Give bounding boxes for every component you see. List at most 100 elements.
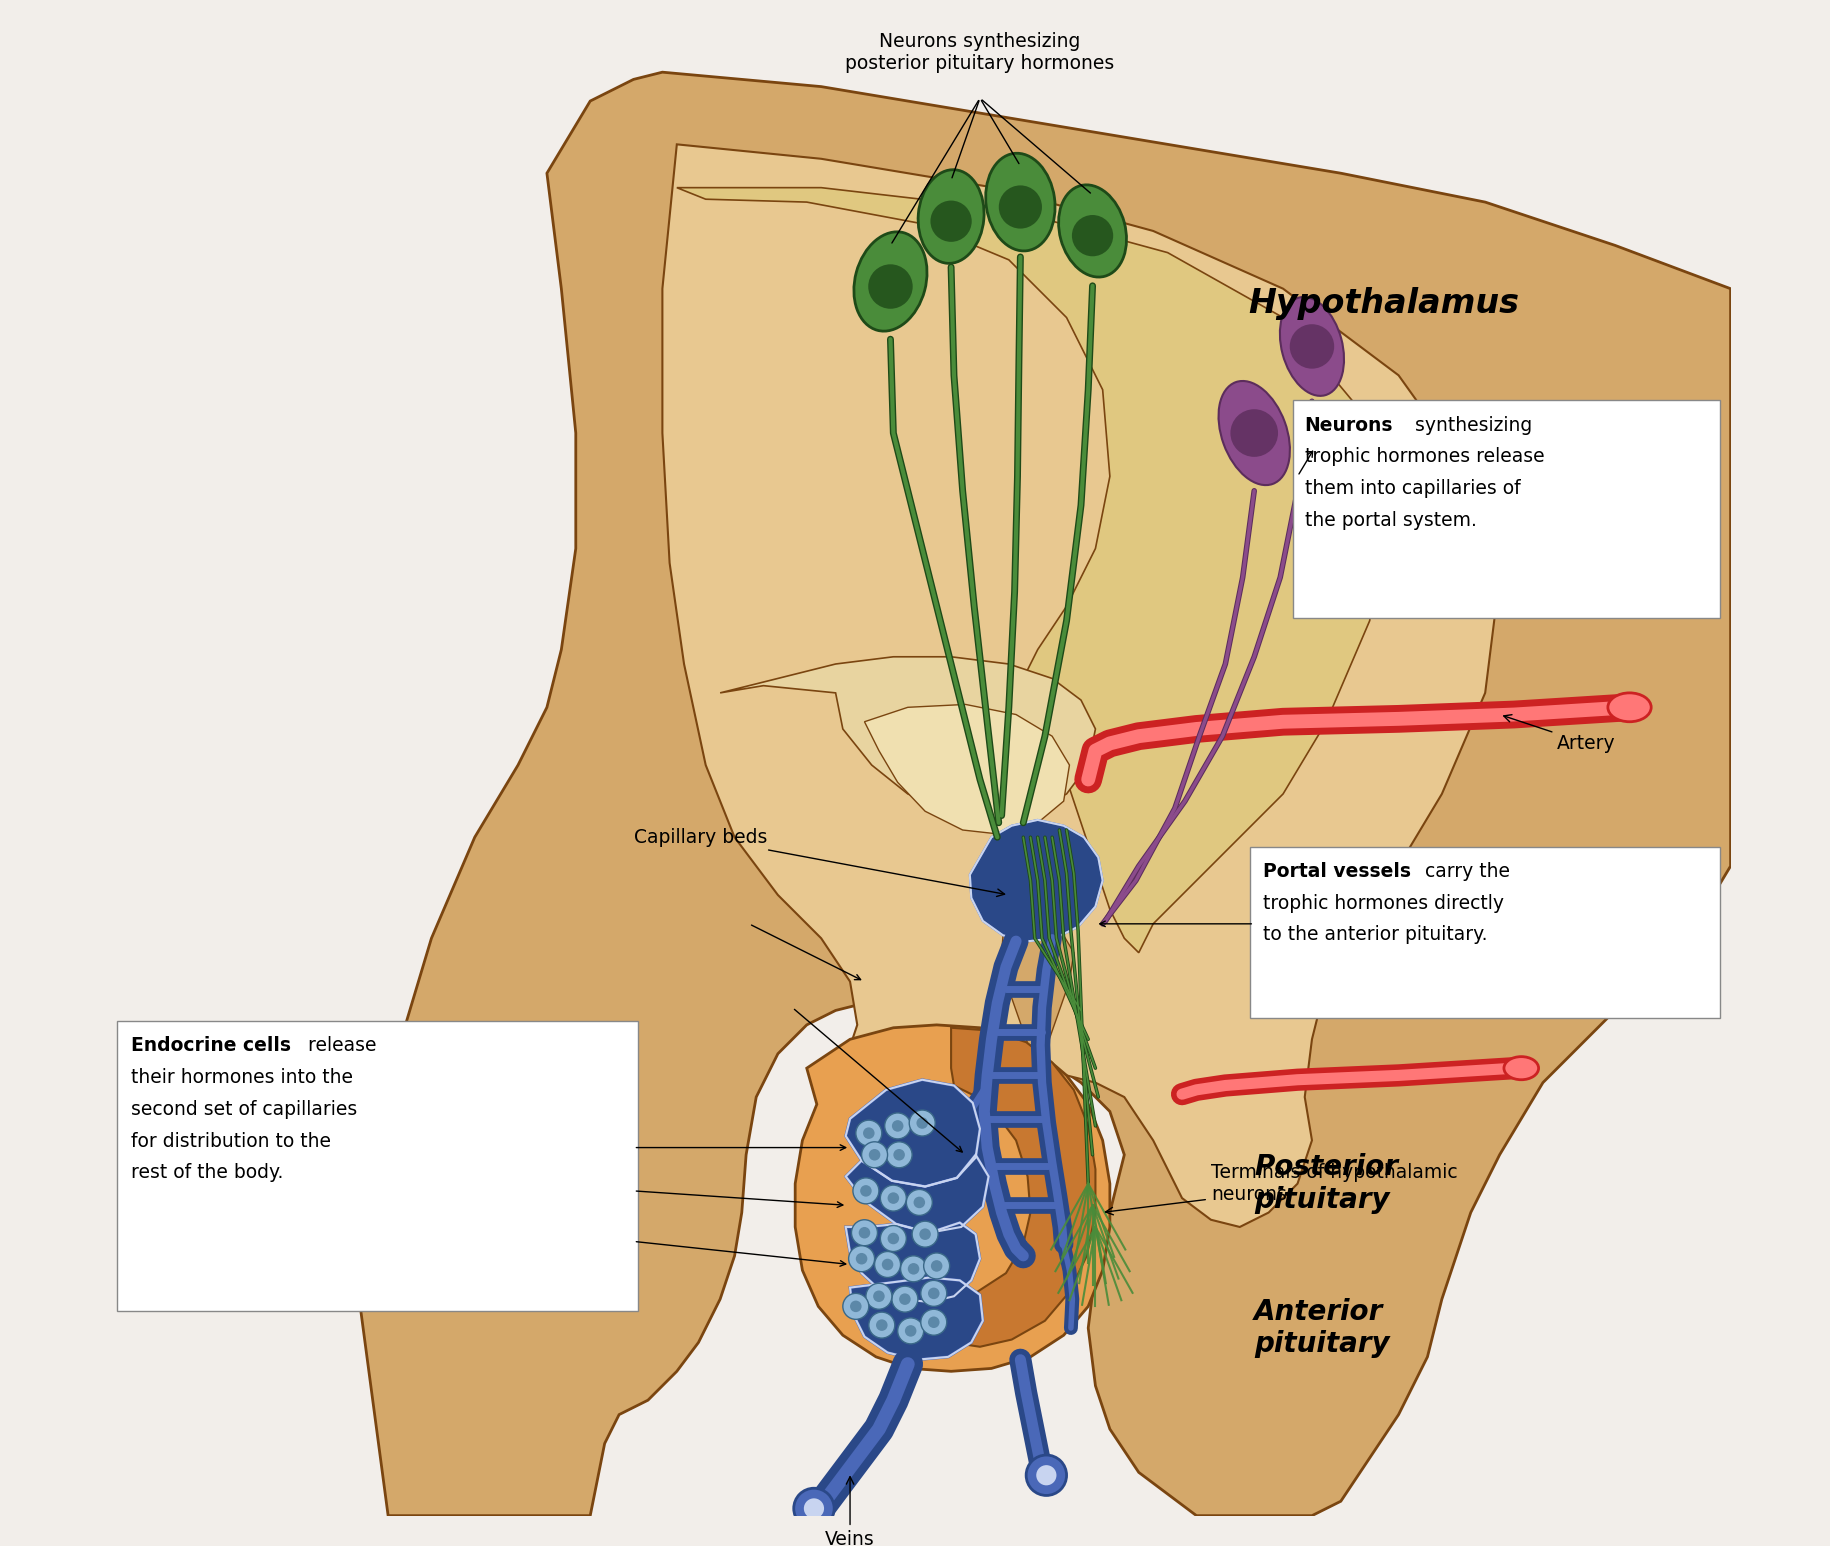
Text: release: release [302,1036,375,1056]
Circle shape [888,1232,899,1245]
Text: Hypothalamus: Hypothalamus [1248,286,1519,320]
Polygon shape [845,1155,988,1232]
Circle shape [873,1291,884,1302]
Circle shape [867,264,913,309]
Ellipse shape [1058,186,1127,277]
Circle shape [1027,1455,1067,1495]
Ellipse shape [855,232,928,331]
Circle shape [900,1255,926,1282]
Circle shape [1230,410,1277,458]
Circle shape [928,1317,939,1328]
Polygon shape [796,1025,1109,1371]
Circle shape [882,1258,893,1271]
Circle shape [860,1186,871,1197]
Circle shape [920,1309,946,1336]
Circle shape [877,1319,888,1331]
Circle shape [1036,1466,1056,1486]
Polygon shape [1001,925,1074,1068]
Circle shape [880,1186,906,1211]
FancyBboxPatch shape [1294,400,1720,618]
Circle shape [869,1149,880,1161]
Circle shape [899,1294,911,1305]
Text: carry the: carry the [1418,861,1510,881]
Text: trophic hormones directly: trophic hormones directly [1263,894,1504,912]
Circle shape [888,1192,899,1204]
Circle shape [794,1489,834,1529]
Circle shape [908,1263,919,1274]
Text: synthesizing: synthesizing [1409,416,1532,434]
Text: Neurons: Neurons [1305,416,1393,434]
Circle shape [1290,325,1334,368]
Ellipse shape [919,170,985,263]
Text: Neurons synthesizing
posterior pituitary hormones: Neurons synthesizing posterior pituitary… [845,32,1114,73]
Circle shape [891,1286,919,1313]
Text: to the anterior pituitary.: to the anterior pituitary. [1263,925,1488,945]
Ellipse shape [1279,297,1343,396]
Circle shape [899,1317,924,1343]
Text: their hormones into the: their hormones into the [132,1068,353,1087]
Polygon shape [864,705,1069,835]
Circle shape [856,1121,882,1146]
Ellipse shape [1609,693,1651,722]
Circle shape [891,1121,904,1132]
Circle shape [911,1221,939,1248]
Circle shape [869,1313,895,1339]
Circle shape [856,1252,867,1265]
Polygon shape [359,73,1731,1515]
Circle shape [851,1220,877,1246]
Text: Veins: Veins [825,1476,875,1546]
Text: Terminals of hypothalamic
neurons: Terminals of hypothalamic neurons [1105,1163,1457,1215]
Circle shape [858,1228,871,1238]
Circle shape [844,1294,869,1319]
Polygon shape [845,1223,979,1302]
Circle shape [875,1252,900,1277]
Text: second set of capillaries: second set of capillaries [132,1099,357,1119]
Circle shape [803,1498,824,1518]
Text: Posterior
pituitary: Posterior pituitary [1254,1153,1398,1214]
Circle shape [886,1142,911,1167]
Ellipse shape [986,153,1056,250]
Ellipse shape [1219,380,1290,485]
Circle shape [849,1246,875,1272]
Text: them into capillaries of: them into capillaries of [1305,479,1521,498]
Circle shape [1072,215,1113,257]
Circle shape [906,1189,931,1215]
Text: Portal vessels: Portal vessels [1263,861,1411,881]
Polygon shape [851,1277,983,1360]
Circle shape [864,1127,875,1139]
Text: Anterior
pituitary: Anterior pituitary [1254,1297,1389,1359]
Polygon shape [845,1079,979,1186]
Polygon shape [677,187,1383,952]
Text: Endocrine cells: Endocrine cells [132,1036,291,1056]
Circle shape [999,186,1041,229]
Text: trophic hormones release: trophic hormones release [1305,447,1545,467]
Polygon shape [952,1028,1096,1347]
Circle shape [884,1113,911,1139]
Circle shape [919,1229,931,1240]
Circle shape [924,1252,950,1279]
Circle shape [910,1110,935,1136]
Text: rest of the body.: rest of the body. [132,1164,284,1183]
Ellipse shape [1504,1056,1539,1079]
Circle shape [913,1197,926,1209]
FancyBboxPatch shape [1250,847,1720,1017]
Circle shape [853,1178,878,1204]
Text: for distribution to the: for distribution to the [132,1132,331,1150]
Circle shape [928,1288,939,1299]
Circle shape [904,1325,917,1337]
Circle shape [866,1283,891,1309]
Polygon shape [721,657,1096,816]
FancyBboxPatch shape [117,1020,639,1311]
Text: Capillary beds: Capillary beds [633,827,1005,897]
Circle shape [862,1142,888,1167]
Text: Artery: Artery [1504,714,1616,753]
Circle shape [851,1300,862,1313]
Text: the portal system.: the portal system. [1305,512,1477,530]
Circle shape [931,1260,942,1272]
Circle shape [880,1226,906,1252]
Circle shape [930,201,972,241]
Polygon shape [662,144,1499,1228]
Circle shape [893,1149,904,1161]
Circle shape [920,1280,946,1306]
Circle shape [917,1118,928,1129]
